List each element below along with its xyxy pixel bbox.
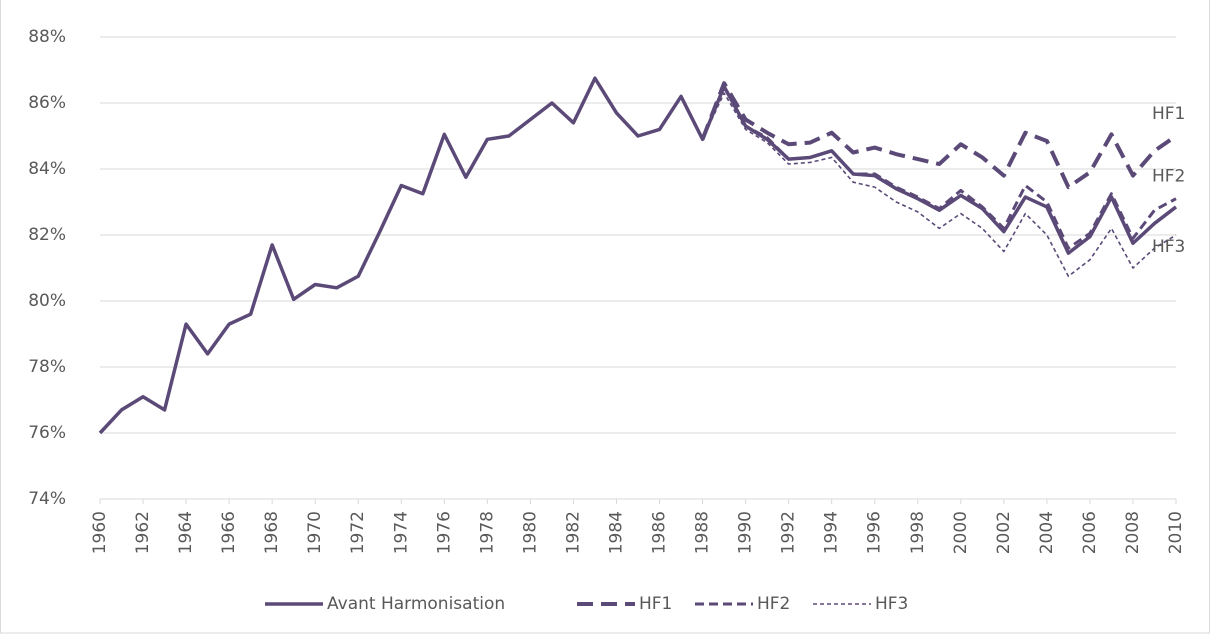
x-tick-label: 1994 [822,511,842,554]
y-tick-label: 78% [28,357,66,377]
legend-label: HF1 [639,594,672,614]
x-tick-label: 1966 [219,511,239,554]
x-tick-label: 2010 [1166,511,1186,554]
series-line [98,76,1178,435]
x-tick-label: 1982 [563,511,583,554]
x-tick-label: 1986 [650,511,670,554]
legend-label: HF3 [875,594,908,614]
x-tick-label: 1960 [90,511,110,554]
x-tick-label: 2008 [1123,511,1143,554]
series-line [700,81,1178,190]
x-tick-label: 1976 [434,511,454,554]
x-tick-label: 1984 [606,511,626,554]
x-tick-label: 1988 [693,511,713,554]
y-tick-label: 80% [28,291,66,311]
x-tick-label: 1964 [176,511,196,554]
series-line [701,85,1177,250]
x-tick-label: 1962 [133,511,153,554]
x-tick-label: 2002 [994,511,1014,554]
x-tick-label: 1980 [520,511,540,554]
series-line [701,92,1177,278]
x-tick-label: 1990 [736,511,756,554]
x-tick-label: 1996 [865,511,885,554]
x-tick-label: 2006 [1080,511,1100,554]
end-label: HF3 [1152,237,1185,257]
x-tick-label: 1972 [348,511,368,554]
legend-label: HF2 [757,594,790,614]
y-tick-label: 84% [28,159,66,179]
x-tick-label: 1968 [262,511,282,554]
x-tick-label: 2000 [951,511,971,554]
x-tick-label: 1970 [305,511,325,554]
y-tick-label: 74% [28,489,66,509]
y-tick-label: 76% [28,423,66,443]
x-tick-label: 1998 [908,511,928,554]
y-tick-label: 88% [28,27,66,47]
end-label: HF2 [1152,167,1185,187]
end-label: HF1 [1152,104,1185,124]
y-tick-label: 82% [28,225,66,245]
x-tick-label: 2004 [1037,511,1057,554]
x-tick-label: 1978 [477,511,497,554]
y-tick-label: 86% [28,93,66,113]
x-tick-label: 1974 [391,511,411,554]
x-tick-label: 1992 [779,511,799,554]
legend-label: Avant Harmonisation [327,594,505,614]
